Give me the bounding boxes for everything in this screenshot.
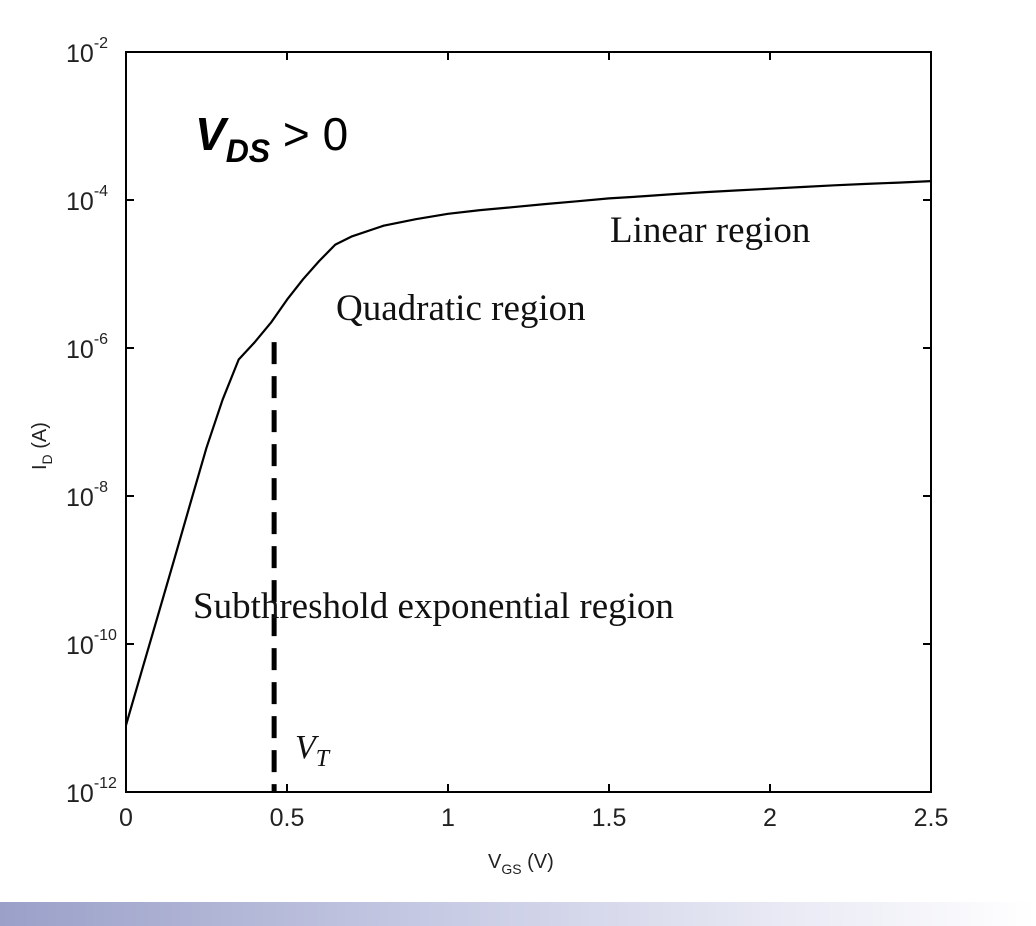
ticks [125, 51, 932, 793]
tick-labels: 0 0.5 1 1.5 2 2.5 10-12 10-10 10-8 10-6 10-4 10-2 [66, 35, 948, 832]
quadratic-region-label: Quadratic region [336, 288, 586, 329]
vds-annotation: VDS > 0 [195, 108, 348, 169]
x-axis-label: VGS (V) [488, 851, 554, 877]
x-tick-label: 0.5 [270, 804, 305, 832]
vds-main: V [195, 108, 229, 160]
y-tick-label: 10-6 [66, 331, 108, 364]
footer-gradient-bar [0, 902, 1036, 926]
vds-sub: DS [226, 133, 271, 169]
y-axis-label-main: I [29, 464, 51, 470]
x-tick-label: 0 [119, 804, 133, 832]
id-vgs-curve [124, 180, 932, 726]
plot-frame [125, 51, 932, 793]
x-tick-label: 1.5 [592, 804, 627, 832]
subthreshold-region-label: Subthreshold exponential region [193, 586, 674, 627]
x-tick-label: 2 [763, 804, 777, 832]
y-axis-label: ID (A) [29, 422, 55, 470]
vt-label: VT [295, 729, 331, 772]
y-tick-label: 10-4 [66, 183, 108, 216]
axes [125, 51, 932, 793]
vds-rest: > 0 [270, 108, 348, 160]
y-axis-label-sub: D [39, 454, 55, 464]
y-tick-label: 10-12 [66, 775, 117, 808]
x-axis-label-sub: GS [501, 861, 521, 877]
y-tick-label: 10-2 [66, 35, 108, 68]
x-axis-label-main: V [488, 851, 502, 873]
vt-sub: T [316, 746, 331, 772]
x-tick-label: 1 [441, 804, 455, 832]
y-tick-label: 10-10 [66, 627, 117, 660]
x-tick-label: 2.5 [914, 804, 949, 832]
series [124, 180, 932, 792]
y-axis-label-tail: (A) [29, 422, 51, 454]
y-tick-label: 10-8 [66, 479, 108, 512]
x-axis-label-tail: (V) [522, 851, 554, 873]
linear-region-label: Linear region [610, 210, 810, 251]
